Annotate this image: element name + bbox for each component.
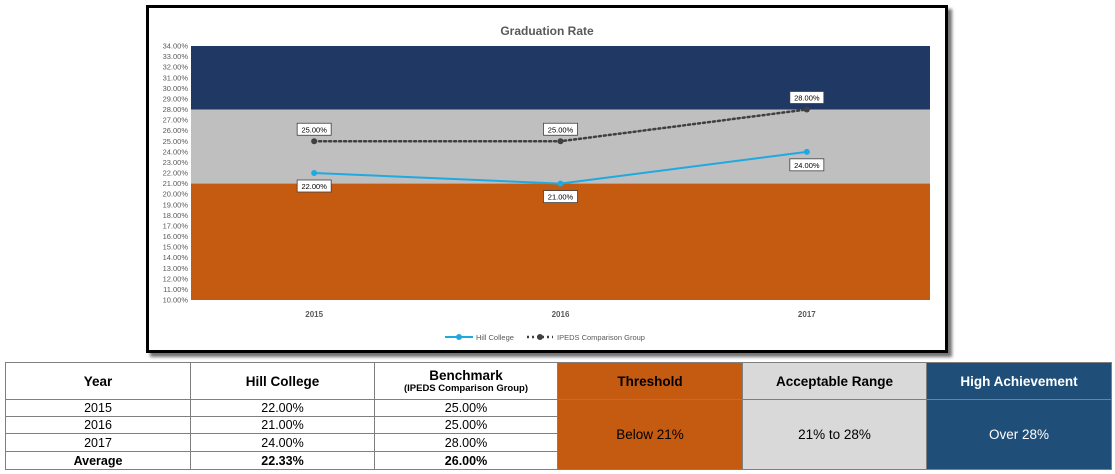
- y-tick-label: 16.00%: [163, 232, 189, 241]
- y-tick-label: 22.00%: [163, 169, 189, 178]
- data-label-ipeds: 28.00%: [794, 94, 820, 103]
- year-cell: 2017: [5, 433, 191, 452]
- average-label: Average: [5, 451, 191, 470]
- header-hill-college: Hill College: [190, 362, 375, 400]
- legend-hill-college-label: Hill College: [476, 333, 514, 342]
- data-point-hill-college: [557, 180, 564, 187]
- data-label-hill-college-box: [789, 158, 825, 172]
- y-tick-label: 12.00%: [163, 274, 189, 283]
- header-benchmark-label: Benchmark: [429, 368, 503, 383]
- table-row: 2016 21.00% 25.00%: [5, 416, 1112, 434]
- y-tick-label: 27.00%: [163, 116, 189, 125]
- y-tick-label: 33.00%: [163, 52, 189, 61]
- table-row: 2017 24.00% 28.00%: [5, 433, 1112, 452]
- y-tick-label: 29.00%: [163, 94, 189, 103]
- band-threshold: [191, 183, 930, 300]
- y-tick-label: 24.00%: [163, 147, 189, 156]
- acceptable-range-value: 21% to 28%: [742, 399, 927, 470]
- y-tick-label: 13.00%: [163, 264, 189, 273]
- legend-ipeds-label: IPEDS Comparison Group: [557, 333, 645, 342]
- y-tick-label: 14.00%: [163, 253, 189, 262]
- average-benchmark: 26.00%: [374, 451, 558, 470]
- x-tick-label: 2016: [552, 310, 570, 319]
- data-label-hill-college-box: [296, 179, 332, 193]
- year-cell: 2016: [5, 416, 191, 434]
- y-tick-label: 21.00%: [163, 179, 189, 188]
- y-tick-label: 19.00%: [163, 200, 189, 209]
- year-cell: 2015: [5, 399, 191, 417]
- x-tick-label: 2015: [305, 310, 323, 319]
- average-hill-college: 22.33%: [190, 451, 375, 470]
- x-tick-label: 2017: [798, 310, 816, 319]
- data-label-ipeds-box: [543, 122, 578, 136]
- data-point-ipeds-comparison-group: [557, 138, 564, 145]
- data-point-ipeds-comparison-group: [803, 106, 810, 113]
- y-tick-label: 17.00%: [163, 221, 189, 230]
- chart-canvas: 10.00% 11.00% 12.00%13.00% 14.00%15.00% 16.0…: [163, 42, 930, 342]
- high-achievement-value: Over 28%: [926, 399, 1112, 470]
- hill-college-cell: 21.00%: [190, 416, 375, 434]
- data-label-hill-college: 22.00%: [301, 182, 327, 191]
- header-high-achievement: High Achievement: [926, 362, 1112, 400]
- hill-college-cell: 24.00%: [190, 433, 375, 452]
- header-acceptable-range: Acceptable Range: [742, 362, 927, 400]
- table-row: 2015 22.00% 25.00% Below 21% 21% to 28% …: [5, 399, 1112, 470]
- legend-hill-college-marker: [456, 334, 462, 340]
- y-tick-label: 31.00%: [163, 73, 189, 82]
- legend-ipeds-marker: [537, 334, 543, 340]
- y-tick-label: 30.00%: [163, 84, 189, 93]
- data-label-hill-college: 24.00%: [794, 161, 820, 170]
- data-label-ipeds: 25.00%: [548, 125, 574, 134]
- y-tick-label: 23.00%: [163, 158, 189, 167]
- y-tick-label: 34.00%: [163, 42, 189, 51]
- y-tick-label: 10.00%: [163, 296, 189, 305]
- header-benchmark: Benchmark (IPEDS Comparison Group): [374, 362, 558, 400]
- header-threshold: Threshold: [557, 362, 743, 400]
- y-tick-label: 26.00%: [163, 126, 189, 135]
- y-tick-label: 32.00%: [163, 63, 189, 72]
- data-label-ipeds-box: [296, 122, 332, 136]
- average-row: Average 22.33% 26.00%: [5, 451, 1112, 470]
- data-label-ipeds: 25.00%: [301, 125, 327, 134]
- threshold-value: Below 21%: [557, 399, 743, 470]
- header-benchmark-sub: (IPEDS Comparison Group): [403, 383, 529, 394]
- graduation-rate-chart: Graduation Rate 10.00% 11.00% 12.00% 13.00%…: [146, 5, 948, 353]
- band-acceptable-range: [191, 109, 930, 184]
- y-tick-label: 15.00%: [163, 243, 189, 252]
- data-label-ipeds-box: [789, 91, 825, 104]
- data-point-hill-college: [803, 148, 810, 155]
- data-point-hill-college: [311, 170, 318, 176]
- benchmark-cell: 25.00%: [374, 416, 558, 434]
- y-tick-label: 18.00%: [163, 211, 189, 220]
- graduation-summary-table: Year Hill College Benchmark (IPEDS Compa…: [5, 362, 1112, 470]
- y-tick-label: 20.00%: [163, 190, 189, 199]
- y-tick-label: 28.00%: [163, 105, 189, 114]
- y-tick-label: 11.00%: [163, 285, 188, 294]
- data-label-hill-college: 21.00%: [548, 193, 574, 202]
- benchmark-cell: 25.00%: [374, 399, 558, 417]
- header-year: Year: [5, 362, 191, 400]
- hill-college-cell: 22.00%: [190, 399, 375, 417]
- table-header-row: Year Hill College Benchmark (IPEDS Compa…: [5, 362, 1112, 400]
- chart-title: Graduation Rate: [500, 24, 594, 38]
- data-label-hill-college-box: [543, 190, 578, 203]
- benchmark-cell: 28.00%: [374, 433, 558, 452]
- y-tick-label: 25.00%: [163, 137, 189, 146]
- data-point-ipeds-comparison-group: [311, 138, 318, 145]
